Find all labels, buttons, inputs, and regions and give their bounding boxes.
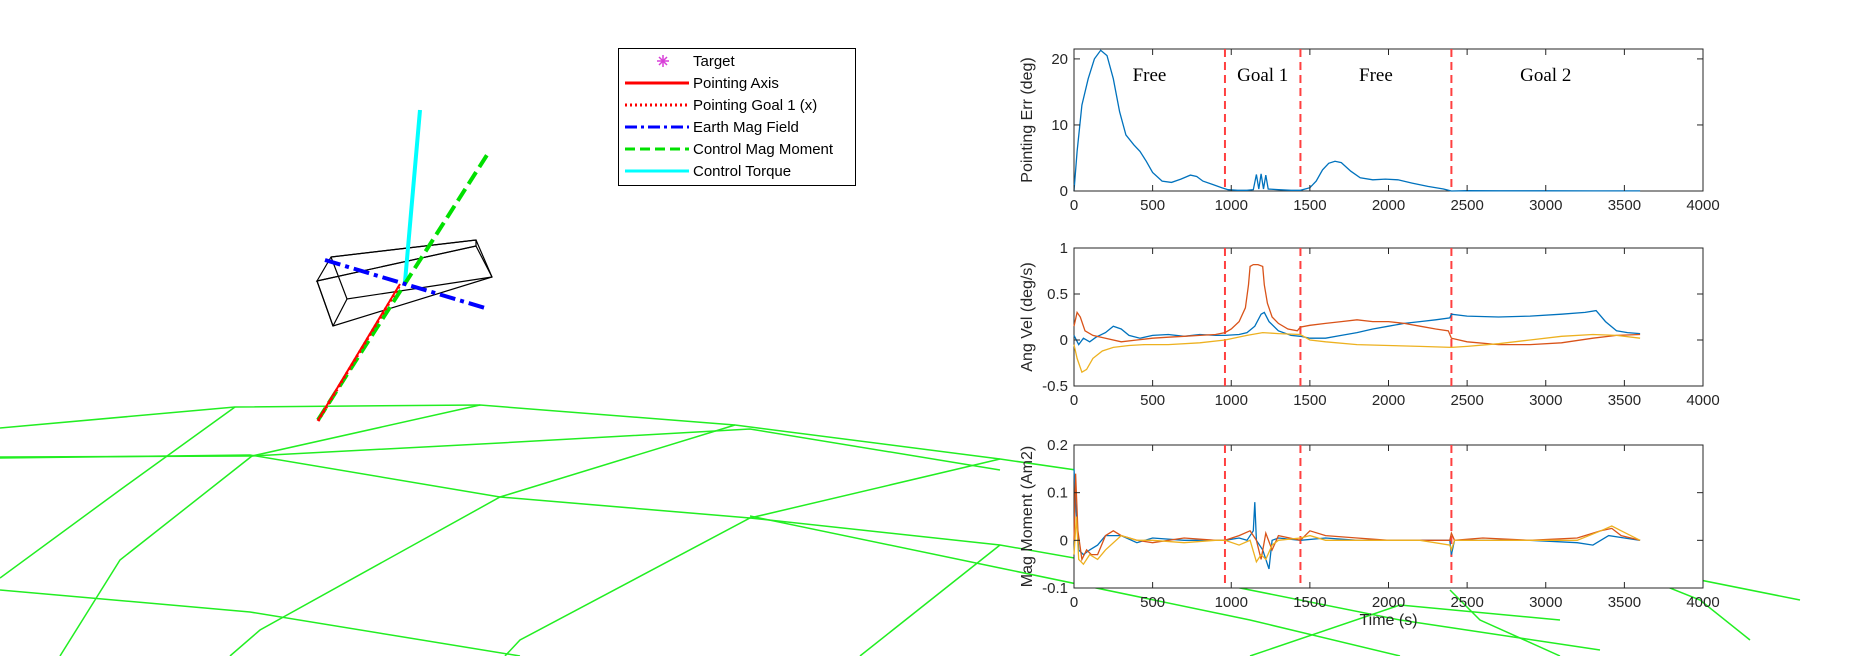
- dashdot-line-icon: [625, 125, 689, 129]
- x-tick-label: 0: [1070, 594, 1078, 611]
- x-tick-label: 3000: [1529, 594, 1562, 611]
- phase-label: Goal 2: [1520, 65, 1571, 86]
- y-tick-label: -0.1: [1042, 580, 1068, 597]
- x-tick-label: 3500: [1608, 392, 1641, 409]
- x-tick-label: 3500: [1608, 197, 1641, 214]
- plot-area: [1073, 444, 1704, 589]
- y-tick-label: 0: [1060, 332, 1068, 349]
- phase-label: Free: [1359, 65, 1393, 86]
- legend-label: Target: [693, 53, 735, 70]
- x-tick-label: 2000: [1372, 594, 1405, 611]
- x-tick-label: 3500: [1608, 594, 1641, 611]
- plot-area: [1073, 247, 1704, 387]
- earth-grid-line: [504, 458, 1001, 656]
- earth-grid-line: [0, 454, 1601, 651]
- legend-label: Pointing Axis: [693, 75, 779, 92]
- x-tick-label: 3000: [1529, 392, 1562, 409]
- y-axis-label: Pointing Err (deg): [1019, 57, 1036, 182]
- earth-grid-line: [59, 404, 481, 656]
- legend-label: Control Mag Moment: [693, 141, 834, 158]
- x-tick-label: 1000: [1215, 392, 1248, 409]
- earth-grid-line: [0, 406, 236, 579]
- solid-line-icon: [625, 81, 689, 85]
- x-tick-label: 2000: [1372, 392, 1405, 409]
- y-tick-label: 0: [1060, 183, 1068, 200]
- legend-item-target: Target: [619, 50, 855, 72]
- control-torque-vector: [403, 109, 422, 283]
- earth-grid-line: [0, 589, 521, 656]
- pointing-goal-vector: [316, 284, 402, 422]
- earth-grid-line: [229, 424, 736, 656]
- y-tick-label: 0.2: [1047, 437, 1068, 454]
- earth-grid-line: [749, 515, 1401, 656]
- earth-grid-line: [1449, 589, 1561, 656]
- y-tick-label: 0: [1060, 532, 1068, 549]
- y-axis-label: Ang Vel (deg/s): [1019, 262, 1036, 371]
- x-tick-label: 500: [1140, 392, 1165, 409]
- x-tick-label: 1000: [1215, 197, 1248, 214]
- phase-label: Goal 1: [1237, 65, 1288, 86]
- y-axis-label: Mag Moment (Am2): [1019, 446, 1036, 587]
- earth-grid-line: [1249, 604, 1561, 656]
- x-tick-label: 4000: [1686, 197, 1719, 214]
- x-tick-label: 1000: [1215, 594, 1248, 611]
- earth-grid-line: [859, 544, 1001, 656]
- y-tick-label: 0.5: [1047, 286, 1068, 303]
- series-line: [1073, 331, 1641, 374]
- legend-item-control-mag-moment: Control Mag Moment: [619, 138, 855, 160]
- dashed-line-icon: [625, 147, 689, 151]
- x-tick-label: 4000: [1686, 594, 1719, 611]
- legend-label: Pointing Goal 1 (x): [693, 97, 818, 114]
- control-mag-moment-vector: [316, 153, 489, 422]
- dotted-line-icon: [625, 103, 689, 107]
- x-tick-label: 1500: [1293, 594, 1326, 611]
- x-tick-label: 1500: [1293, 197, 1326, 214]
- legend-item-pointing-axis: Pointing Axis: [619, 72, 855, 94]
- x-tick-label: 2500: [1450, 594, 1483, 611]
- y-tick-label: 10: [1051, 117, 1068, 134]
- plot-area: [1073, 48, 1704, 192]
- x-tick-label: 2500: [1450, 392, 1483, 409]
- star-marker-icon: [657, 55, 669, 67]
- x-tick-label: 0: [1070, 392, 1078, 409]
- series-line: [1073, 516, 1641, 566]
- x-tick-label: 0: [1070, 197, 1078, 214]
- x-tick-label: 4000: [1686, 392, 1719, 409]
- series-line: [1073, 473, 1641, 562]
- series-line: [1073, 49, 1641, 192]
- legend-item-pointing-goal: Pointing Goal 1 (x): [619, 94, 855, 116]
- legend: Target Pointing Axis Pointing Goal 1 (x)…: [618, 48, 856, 186]
- solid-line-icon: [625, 169, 689, 173]
- x-tick-label: 2000: [1372, 197, 1405, 214]
- x-tick-label: 2500: [1450, 197, 1483, 214]
- x-axis-label: Time (s): [1359, 612, 1417, 629]
- x-tick-label: 500: [1140, 197, 1165, 214]
- y-tick-label: 20: [1051, 51, 1068, 68]
- series-line: [1073, 263, 1641, 346]
- y-tick-label: 0.1: [1047, 485, 1068, 502]
- legend-item-earth-mag-field: Earth Mag Field: [619, 116, 855, 138]
- x-tick-label: 3000: [1529, 197, 1562, 214]
- y-tick-label: 1: [1060, 240, 1068, 257]
- phase-label: Free: [1133, 65, 1167, 86]
- legend-label: Control Torque: [693, 163, 792, 180]
- legend-label: Earth Mag Field: [693, 119, 799, 136]
- series-line: [1073, 309, 1641, 346]
- x-tick-label: 500: [1140, 594, 1165, 611]
- earth-mag-field-vector: [324, 258, 486, 310]
- x-tick-label: 1500: [1293, 392, 1326, 409]
- y-tick-label: -0.5: [1042, 378, 1068, 395]
- legend-item-control-torque: Control Torque: [619, 160, 855, 182]
